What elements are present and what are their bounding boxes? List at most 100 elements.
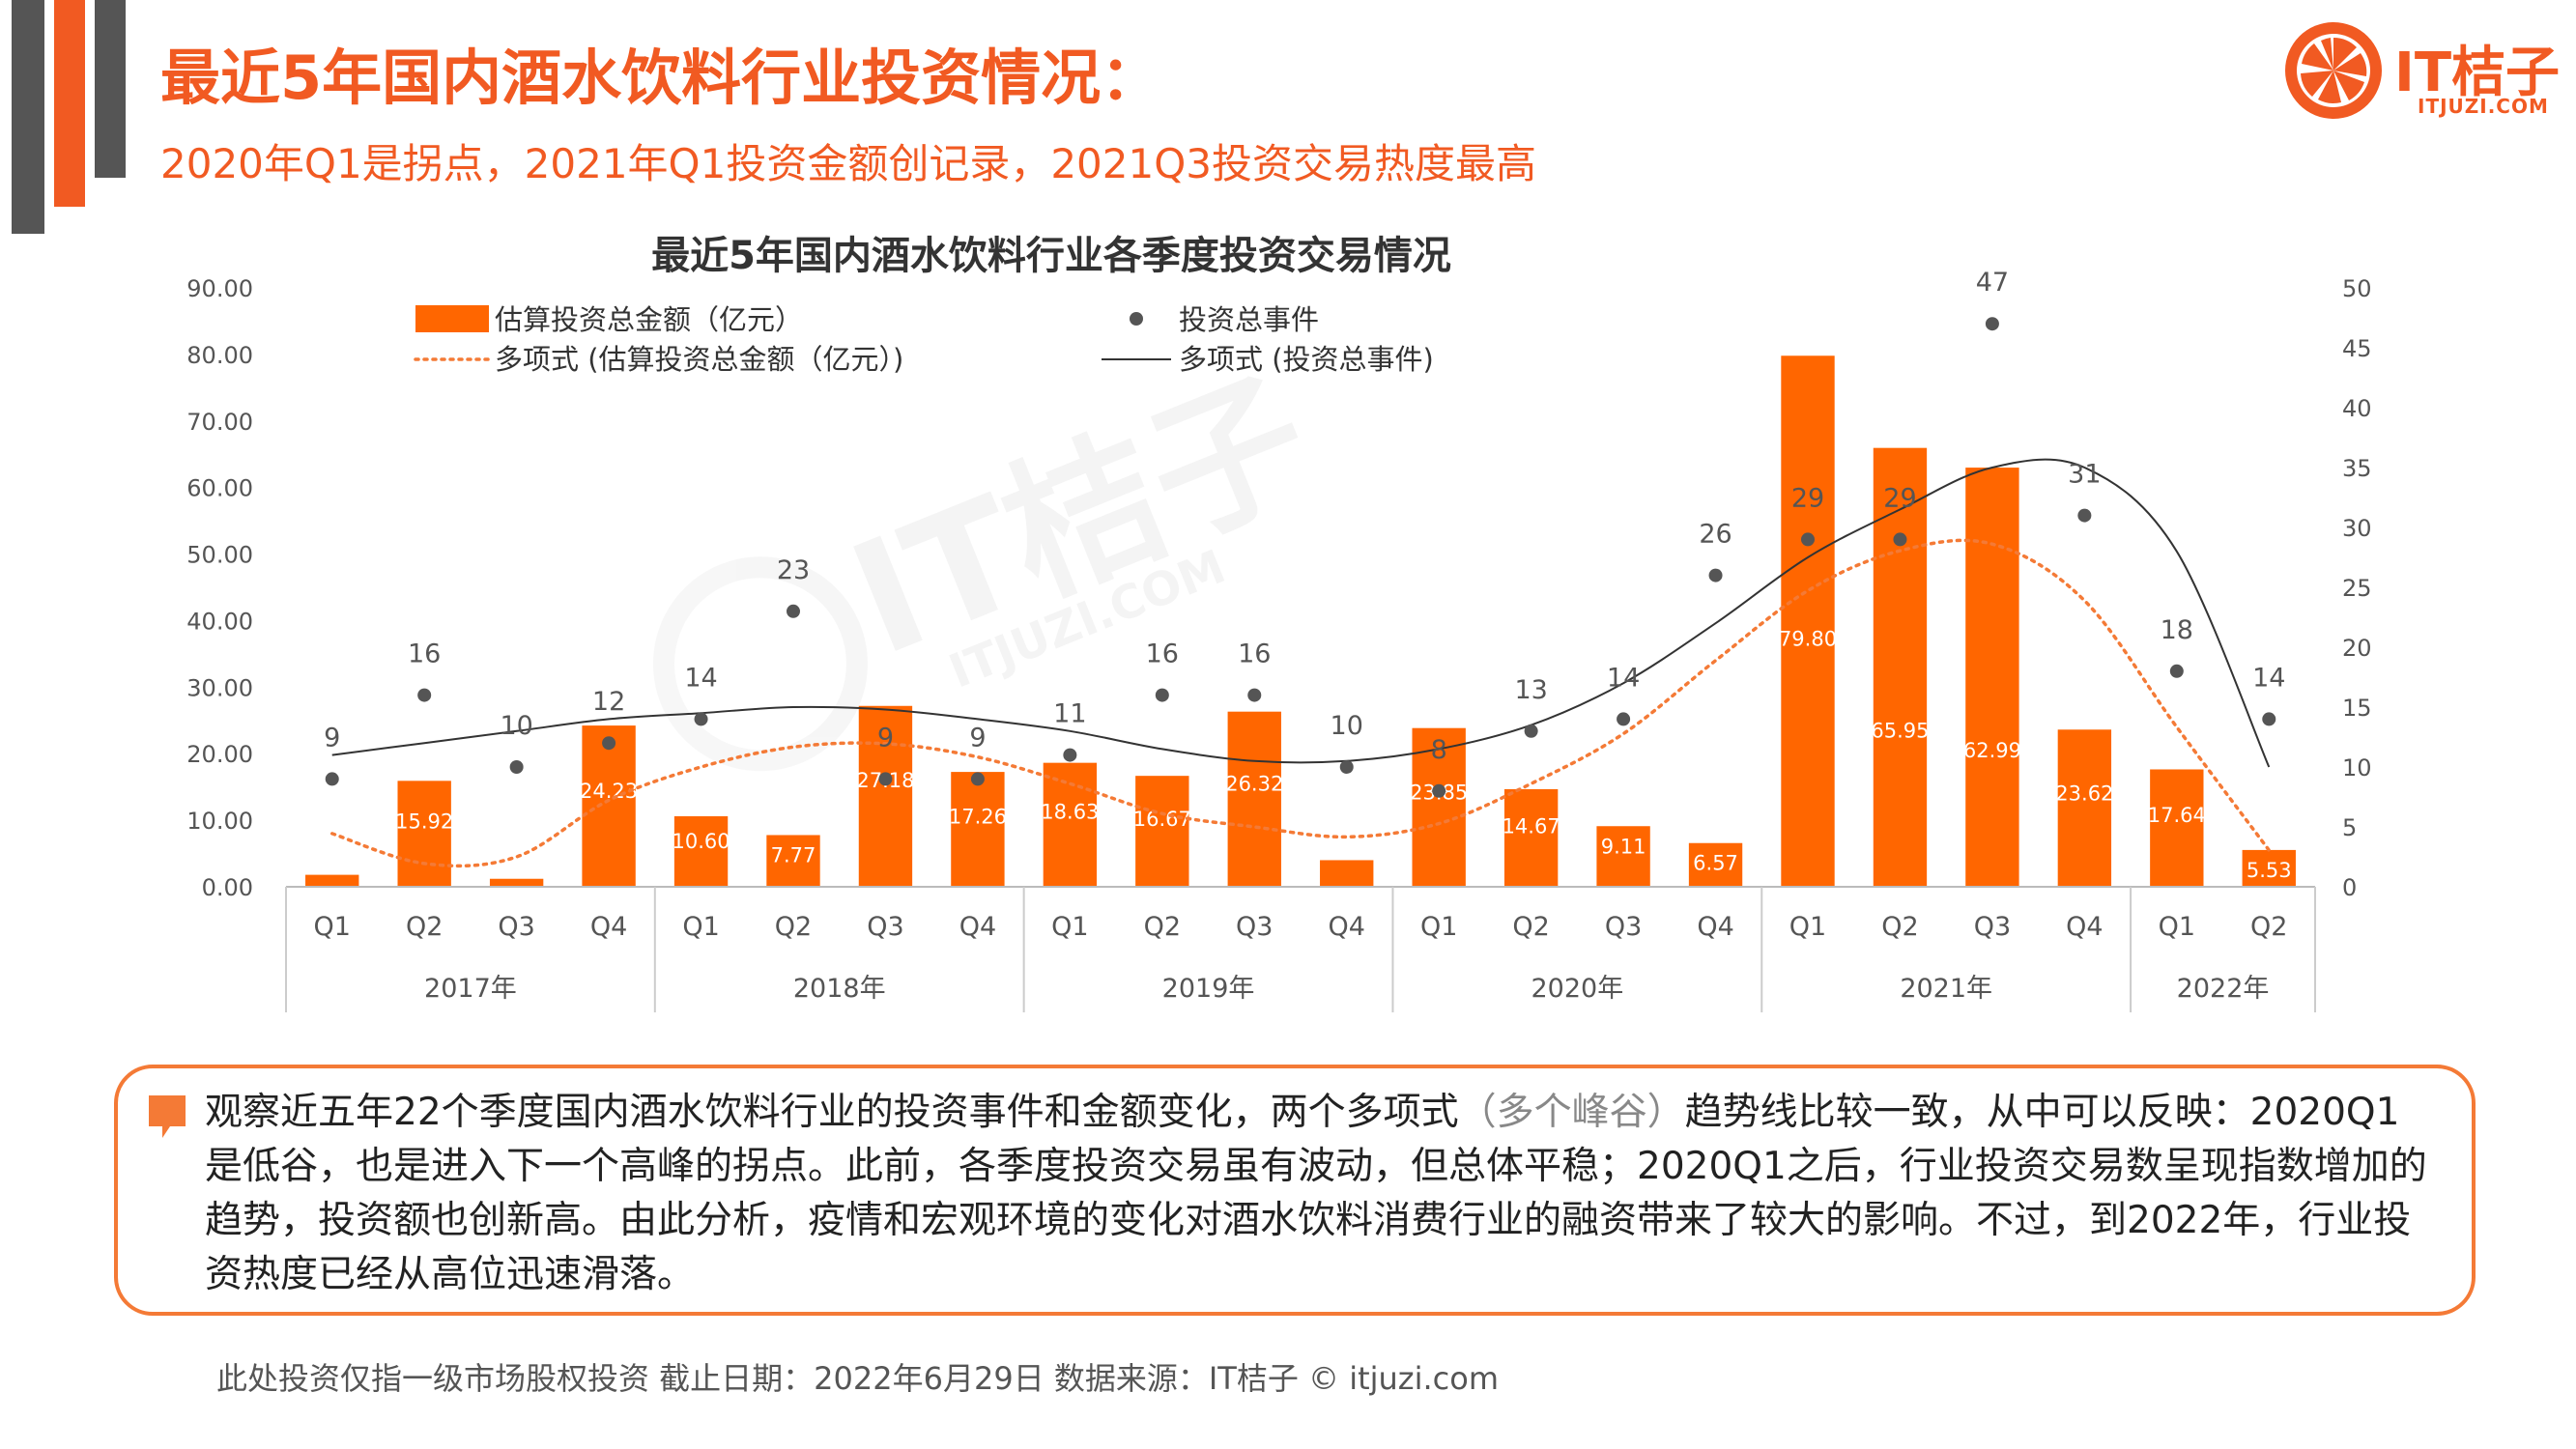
event-point-label: 29	[1883, 483, 1916, 513]
bar	[858, 705, 913, 887]
bar-value-label: 7.77	[771, 843, 816, 867]
bar	[1688, 842, 1743, 887]
y-left-tick-label: 30.00	[186, 674, 253, 701]
year-label: 2019年	[1162, 974, 1255, 1004]
event-point-label: 9	[324, 723, 340, 753]
y-right-tick-label: 50	[2342, 275, 2372, 302]
x-tick-label: Q1	[682, 912, 719, 942]
y-right-tick-label: 5	[2342, 814, 2357, 841]
event-point	[602, 736, 616, 751]
x-tick-label: Q1	[1051, 912, 1088, 942]
event-point	[417, 688, 432, 702]
bar-value-label: 17.64	[2148, 804, 2206, 827]
y-left-tick-label: 80.00	[186, 342, 253, 369]
bar	[1596, 826, 1650, 887]
x-tick-label: Q1	[2159, 912, 2195, 942]
y-right-tick-label: 40	[2342, 395, 2372, 422]
event-point	[787, 604, 800, 618]
y-left-tick-label: 50.00	[186, 542, 253, 569]
legend-label-points: 投资总事件	[1179, 303, 1319, 336]
event-point	[325, 772, 339, 786]
logo-text: IT桔子	[2394, 42, 2561, 104]
bar	[951, 772, 1005, 887]
event-point-label: 47	[1976, 268, 2009, 298]
event-point	[694, 712, 708, 726]
footer-source: 此处投资仅指一级市场股权投资 截止日期：2022年6月29日 数据来源：IT桔子…	[216, 1360, 1500, 1397]
bar-value-label: 79.80	[1779, 627, 1837, 650]
x-tick-label: Q1	[1420, 912, 1457, 942]
itjuzi-logo: IT桔子 ITJUZI.COM	[2280, 17, 2570, 124]
x-tick-label: Q2	[406, 912, 443, 942]
x-tick-label: Q2	[775, 912, 812, 942]
event-point-label: 14	[1607, 663, 1640, 693]
trend-amount	[329, 538, 2272, 868]
x-tick-label: Q2	[2250, 912, 2287, 942]
event-point-label: 8	[1431, 735, 1447, 765]
note-part1: 观察近五年22个季度国内酒水饮料行业的投资事件和金额变化，两个多项式	[205, 1091, 1459, 1134]
bar-value-label: 17.26	[949, 806, 1007, 829]
y-axis-right: 0 5 10 15 20 25 30 35 40 45 50	[2342, 275, 2372, 901]
bar	[1135, 776, 1189, 887]
bar	[2150, 769, 2204, 887]
bar	[1227, 711, 1281, 887]
event-point	[1893, 532, 1907, 547]
bar-value-label: 15.92	[395, 810, 453, 834]
event-point	[1617, 712, 1631, 726]
event-point-label: 23	[777, 555, 810, 585]
event-point-label: 11	[1053, 699, 1086, 729]
year-label: 2018年	[793, 974, 886, 1004]
event-point-label: 29	[1791, 483, 1824, 513]
bar	[1965, 468, 2019, 887]
legend-label-bar: 估算投资总金额（亿元）	[495, 303, 803, 336]
y-axis-left: 0.00 10.00 20.00 30.00 40.00 50.00 60.00 70.00 8…	[186, 275, 253, 901]
y-left-tick-label: 0.00	[202, 874, 253, 901]
y-right-tick-label: 45	[2342, 335, 2372, 362]
bar	[1412, 727, 1466, 887]
x-tick-label: Q4	[590, 912, 627, 942]
event-points: 9 16 10 12 14 23 9 9 11 16 16 10 8 13 14 26 29 29 47 31 18 14	[324, 268, 2285, 798]
bar-value-label: 14.67	[1503, 814, 1560, 838]
event-point-label: 10	[500, 711, 532, 741]
bar-value-label: 26.32	[1225, 772, 1283, 795]
x-tick-label: Q2	[1512, 912, 1549, 942]
event-point-label: 9	[969, 723, 986, 753]
bar	[1043, 762, 1098, 887]
bar	[305, 874, 359, 887]
event-point-label: 14	[684, 663, 717, 693]
x-tick-label: Q2	[1881, 912, 1918, 942]
trend-line-amount	[329, 538, 2272, 868]
x-tick-label: Q3	[1236, 912, 1273, 942]
event-point	[878, 772, 893, 786]
x-tick-label: Q3	[498, 912, 534, 942]
year-label: 2022年	[2177, 974, 2270, 1004]
x-tick-label: Q2	[1144, 912, 1181, 942]
x-tick-label: Q3	[1605, 912, 1642, 942]
bar	[1781, 355, 1835, 887]
watermark-orange-icon	[652, 556, 868, 772]
note-box	[114, 1065, 2476, 1316]
logo-url: ITJUZI.COM	[2418, 95, 2549, 118]
x-tick-label: Q1	[314, 912, 351, 942]
bar-value-label: 9.11	[1601, 835, 1646, 858]
x-tick-label: Q4	[959, 912, 996, 942]
bar	[673, 815, 729, 887]
event-point-label: 13	[1514, 675, 1547, 705]
y-right-tick-label: 30	[2342, 515, 2372, 542]
bar	[2242, 849, 2296, 887]
y-left-tick-label: 60.00	[186, 475, 253, 502]
y-left-tick-label: 20.00	[186, 741, 253, 768]
x-tick-label: Q3	[1974, 912, 2011, 942]
x-tick-label: Q1	[1789, 912, 1826, 942]
bar	[489, 878, 544, 887]
year-label: 2020年	[1531, 974, 1624, 1004]
bar-value-label: 16.67	[1133, 808, 1191, 831]
decor-bar-dark-1	[12, 0, 44, 234]
bar-value-label: 6.57	[1693, 852, 1738, 875]
event-point	[1524, 724, 1538, 738]
event-point	[2262, 712, 2276, 726]
legend-swatch-bar	[415, 305, 489, 332]
page-subtitle: 2020年Q1是拐点，2021年Q1投资金额创记录，2021Q3投资交易热度最高	[160, 140, 1537, 187]
x-axis: Q1 Q2 Q3 Q4 Q1 Q2 Q3 Q4 Q1 Q2 Q3 Q4 Q1 Q2 Q3 Q4 Q1 Q2 Q3 Q4…	[285, 886, 2316, 1012]
bar-value-label: 10.60	[672, 830, 730, 853]
event-point-label: 16	[408, 639, 441, 669]
